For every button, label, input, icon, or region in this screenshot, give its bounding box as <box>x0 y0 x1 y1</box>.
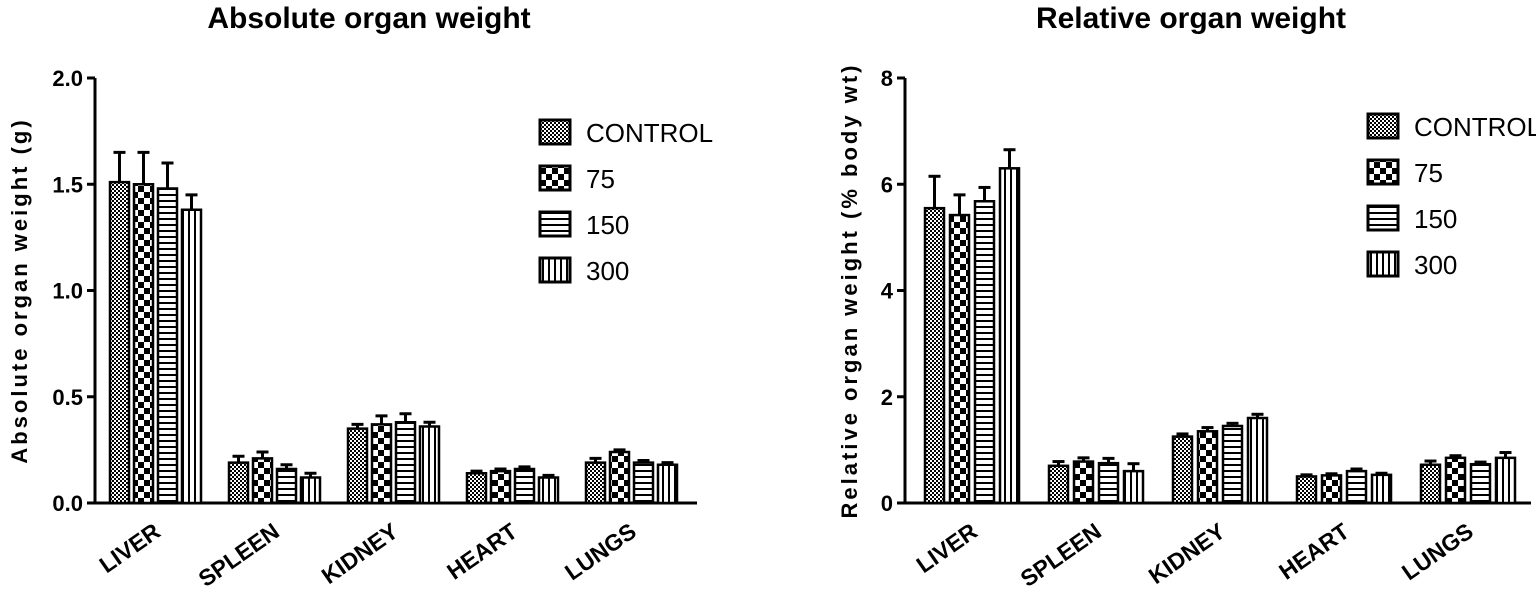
legend-label: 300 <box>586 256 629 286</box>
bar-kidney-control <box>346 427 369 505</box>
bar-lungs-300 <box>656 463 679 505</box>
category-label: SPLEEN <box>1016 518 1106 592</box>
bar-liver-control <box>108 180 131 505</box>
category-label: LUNGS <box>560 518 641 585</box>
legend-label: CONTROL <box>1414 112 1536 142</box>
bar-lungs-75 <box>1444 456 1467 505</box>
bar-heart-control <box>1295 475 1318 505</box>
category-label: KIDNEY <box>317 518 403 589</box>
bar-lungs-150 <box>632 461 655 505</box>
bar-liver-300 <box>998 167 1021 505</box>
y-tick-label: 8 <box>881 66 893 91</box>
category-label: HEART <box>442 518 522 585</box>
bar-heart-75 <box>489 469 512 505</box>
bar-liver-150 <box>973 200 996 505</box>
bar-liver-75 <box>132 183 155 505</box>
y-axis-label: Absolute organ weight (g) <box>7 117 32 463</box>
y-tick-label: 0 <box>881 491 893 516</box>
category-label: KIDNEY <box>1144 518 1230 589</box>
bar-heart-75 <box>1320 474 1343 505</box>
bar-heart-control <box>465 472 488 505</box>
bar-liver-300 <box>180 208 203 505</box>
legend-swatch <box>538 210 572 238</box>
bar-liver-75 <box>948 213 971 505</box>
y-axis-label: Relative organ weight (% body wt) <box>837 63 862 519</box>
absolute-organ-weight-chart: Absolute organ weight Absolute organ weig… <box>7 2 713 592</box>
y-tick-label: 6 <box>881 172 893 197</box>
bar-kidney-75 <box>370 423 393 505</box>
chart-title: Relative organ weight <box>1036 2 1346 35</box>
y-tick-label: 2.0 <box>52 66 83 91</box>
y-tick-label: 1.0 <box>52 279 83 304</box>
bar-spleen-75 <box>1072 460 1095 505</box>
y-tick-label: 0.0 <box>52 491 83 516</box>
bar-heart-150 <box>513 467 536 505</box>
bar-lungs-150 <box>1469 462 1492 505</box>
legend-label: 150 <box>586 210 629 240</box>
bar-spleen-75 <box>251 457 274 505</box>
bar-spleen-300 <box>299 476 322 505</box>
bar-kidney-150 <box>394 421 417 505</box>
bar-kidney-300 <box>1246 416 1269 505</box>
bar-spleen-300 <box>1122 469 1145 505</box>
y-tick-label: 4 <box>881 279 894 304</box>
bar-kidney-75 <box>1196 430 1219 505</box>
bar-lungs-300 <box>1494 456 1517 505</box>
chart-title: Absolute organ weight <box>207 2 530 35</box>
category-label: SPLEEN <box>194 518 284 592</box>
bar-lungs-75 <box>608 450 631 505</box>
bar-kidney-150 <box>1221 424 1244 505</box>
bar-liver-150 <box>156 187 179 505</box>
category-label: LIVER <box>911 518 982 578</box>
bar-kidney-300 <box>418 425 441 505</box>
legend-swatch <box>1366 158 1400 186</box>
legend-label: 75 <box>586 164 615 194</box>
bar-lungs-control <box>1419 463 1442 505</box>
y-tick-label: 1.5 <box>52 172 83 197</box>
legend-label: 150 <box>1414 204 1457 234</box>
bar-lungs-control <box>584 461 607 505</box>
relative-organ-weight-chart: Relative organ weight Relative organ weig… <box>837 2 1536 592</box>
legend-label: 75 <box>1414 158 1443 188</box>
category-label: HEART <box>1274 518 1354 585</box>
legend-label: 300 <box>1414 250 1457 280</box>
legend-swatch <box>538 256 572 284</box>
bar-spleen-control <box>1047 464 1070 505</box>
bar-kidney-control <box>1171 435 1194 505</box>
legend-swatch <box>1366 204 1400 232</box>
legend-swatch <box>538 164 572 192</box>
category-label: LUNGS <box>1397 518 1478 585</box>
bar-liver-control <box>923 206 946 505</box>
y-tick-label: 0.5 <box>52 385 83 410</box>
category-label: LIVER <box>94 518 165 578</box>
bar-spleen-150 <box>1097 461 1120 505</box>
bar-heart-150 <box>1345 469 1368 505</box>
bar-heart-300 <box>1370 473 1393 505</box>
y-tick-label: 2 <box>881 385 893 410</box>
legend-swatch <box>1366 112 1400 140</box>
bar-spleen-control <box>227 461 250 505</box>
legend-swatch <box>1366 250 1400 278</box>
bar-spleen-150 <box>275 467 298 505</box>
bar-heart-300 <box>537 476 560 505</box>
legend-swatch <box>538 118 572 146</box>
legend-label: CONTROL <box>586 118 713 148</box>
